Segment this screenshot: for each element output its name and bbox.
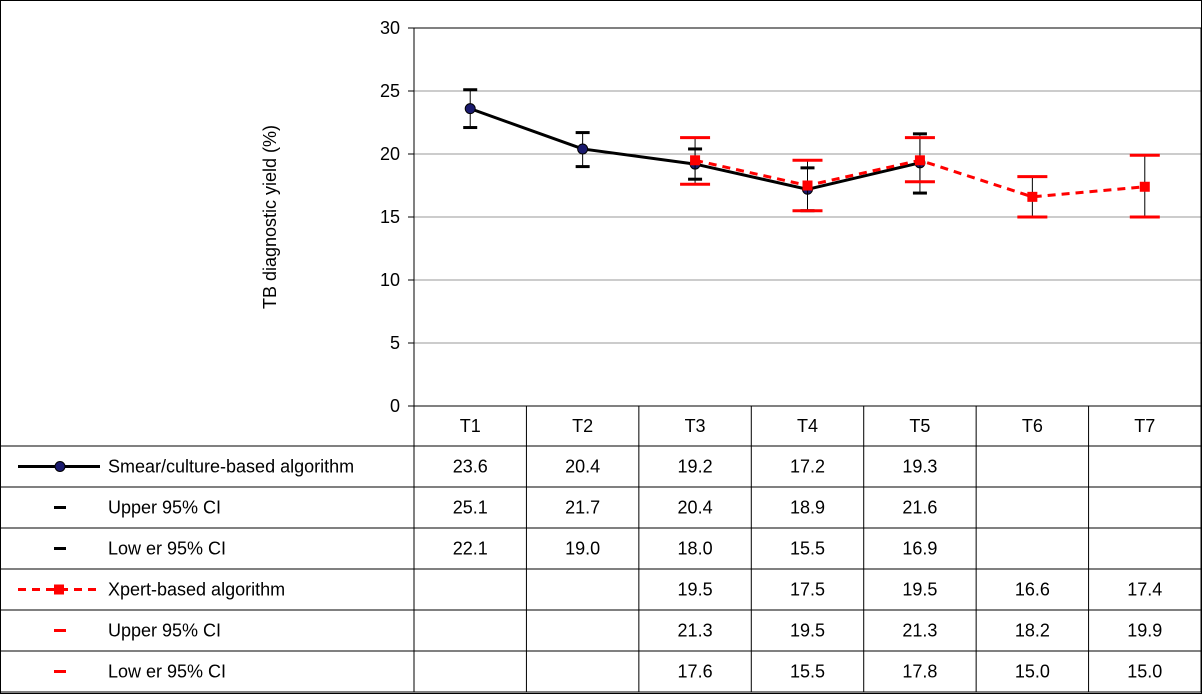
table-cell: 19.3 (902, 457, 937, 477)
category-label: T7 (1134, 416, 1155, 436)
data-point-xpert (1139, 181, 1150, 192)
legend-key-smear-marker (54, 461, 66, 472)
category-label: T6 (1022, 416, 1043, 436)
table-cell: 17.5 (790, 580, 825, 600)
table-row-label: Low er 95% CI (108, 662, 226, 682)
table-row-label: Xpert-based algorithm (108, 580, 285, 600)
table-cell: 18.9 (790, 498, 825, 518)
category-label: T1 (460, 416, 481, 436)
data-point-xpert (690, 155, 701, 166)
table-cell: 23.6 (453, 457, 488, 477)
y-tick-label: 25 (380, 81, 400, 101)
table-cell: 18.2 (1015, 621, 1050, 641)
y-tick-label: 0 (390, 396, 400, 416)
table-cell: 21.6 (902, 498, 937, 518)
y-axis-label: TB diagnostic yield (%) (260, 125, 280, 309)
category-label: T2 (572, 416, 593, 436)
table-cell: 17.2 (790, 457, 825, 477)
table-cell: 19.5 (678, 580, 713, 600)
table-cell: 15.5 (790, 662, 825, 682)
table-row-label: Low er 95% CI (108, 539, 226, 559)
table-cell: 19.5 (902, 580, 937, 600)
category-label: T5 (909, 416, 930, 436)
table-cell: 25.1 (453, 498, 488, 518)
table-cell: 15.5 (790, 539, 825, 559)
y-tick-label: 15 (380, 207, 400, 227)
y-tick-label: 20 (380, 144, 400, 164)
table-cell: 20.4 (565, 457, 600, 477)
table-row-label: Upper 95% CI (108, 621, 221, 641)
table-cell: 17.4 (1127, 580, 1162, 600)
y-tick-label: 30 (380, 18, 400, 38)
table-cell: 20.4 (678, 498, 713, 518)
table-cell: 21.3 (902, 621, 937, 641)
table-row-label: Upper 95% CI (108, 498, 221, 518)
table-row-label: Smear/culture-based algorithm (108, 457, 354, 477)
data-point-smear (464, 103, 476, 115)
table-cell: 19.5 (790, 621, 825, 641)
table-cell: 19.2 (678, 457, 713, 477)
table-cell: 15.0 (1127, 662, 1162, 682)
table-cell: 19.0 (565, 539, 600, 559)
table-cell: 16.9 (902, 539, 937, 559)
legend-key-xpert-marker (54, 584, 64, 595)
table-cell: 21.7 (565, 498, 600, 518)
category-label: T3 (685, 416, 706, 436)
y-tick-label: 10 (380, 270, 400, 290)
table-cell: 15.0 (1015, 662, 1050, 682)
data-point-xpert (1027, 191, 1038, 202)
y-tick-label: 5 (390, 333, 400, 353)
table-cell: 19.9 (1127, 621, 1162, 641)
category-label: T4 (797, 416, 818, 436)
table-cell: 18.0 (678, 539, 713, 559)
table-cell: 17.8 (902, 662, 937, 682)
table-cell: 16.6 (1015, 580, 1050, 600)
table-cell: 21.3 (678, 621, 713, 641)
data-point-xpert (802, 180, 813, 191)
data-point-smear (577, 143, 589, 155)
data-point-xpert (914, 155, 925, 166)
table-cell: 22.1 (453, 539, 488, 559)
table-cell: 17.6 (678, 662, 713, 682)
